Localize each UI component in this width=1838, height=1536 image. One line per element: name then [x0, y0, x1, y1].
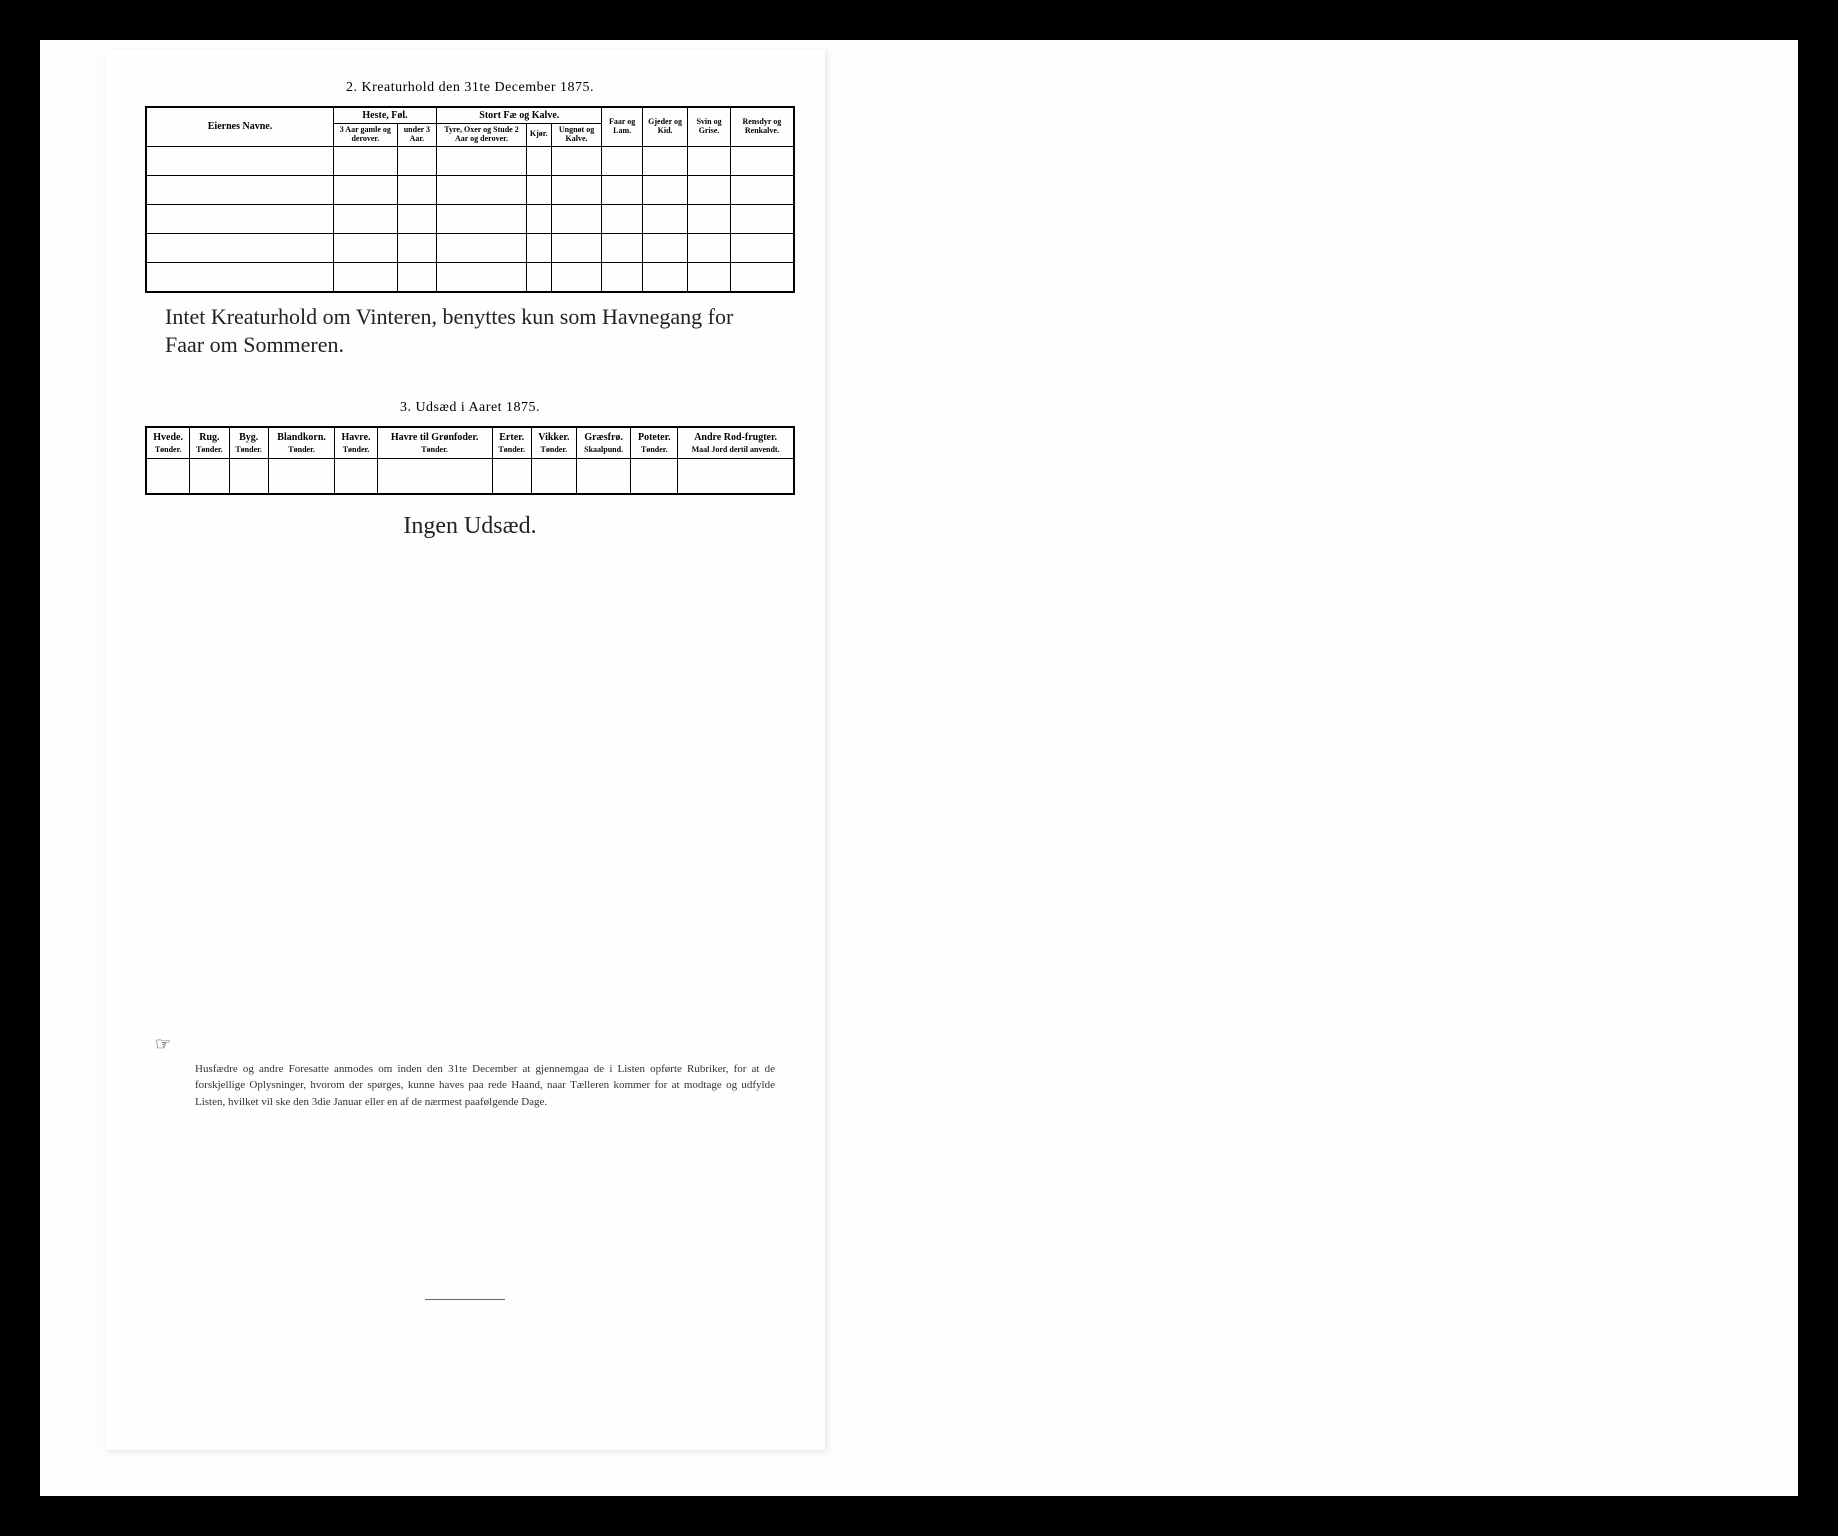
scan-frame: 2. Kreaturhold den 31te December 1875. E…: [40, 40, 1798, 1496]
group-cattle: Stort Fæ og Kalve.: [437, 107, 602, 124]
col-reindeer: Rensdyr og Renkalve.: [730, 107, 794, 146]
section3-title: 3. Udsæd i Aaret 1875.: [145, 400, 795, 416]
col-hvede: Hvede.Tønder.: [146, 427, 190, 459]
col-young: Ungnøt og Kalve.: [551, 124, 602, 147]
section2-title: 2. Kreaturhold den 31te December 1875.: [145, 80, 795, 96]
col-havre: Havre.Tønder.: [335, 427, 377, 459]
col-vikker: Vikker.Tønder.: [531, 427, 576, 459]
sowing-table: Hvede.Tønder. Rug.Tønder. Byg.Tønder. Bl…: [145, 426, 795, 495]
col-horseunder3: under 3 Aar.: [397, 124, 436, 147]
table-row: [146, 458, 794, 494]
col-graesfro: Græsfrø.Skaalpund.: [576, 427, 631, 459]
col-havre-gron: Havre til Grønfoder.Tønder.: [377, 427, 492, 459]
col-poteter: Poteter.Tønder.: [631, 427, 678, 459]
table-row: [146, 233, 794, 262]
col-sheep: Faar og Lam.: [602, 107, 642, 146]
pointing-hand-icon: ☞: [155, 1034, 171, 1055]
col-horse3plus: 3 Aar gamle og derover.: [334, 124, 398, 147]
col-bull: Tyre, Oxer og Stude 2 Aar og derover.: [437, 124, 527, 147]
col-pig: Svin og Grise.: [688, 107, 730, 146]
divider: [425, 1299, 505, 1300]
col-rodfrugter: Andre Rod-frugter.Maal Jord dertil anven…: [678, 427, 794, 459]
document-page: 2. Kreaturhold den 31te December 1875. E…: [105, 50, 825, 1450]
section2-handwritten-note: Intet Kreaturhold om Vinteren, benyttes …: [165, 303, 775, 360]
col-erter: Erter.Tønder.: [492, 427, 531, 459]
table-row: [146, 146, 794, 175]
col-owner: Eiernes Navne.: [146, 107, 334, 146]
col-goat: Gjeder og Kid.: [642, 107, 687, 146]
table-row: [146, 204, 794, 233]
livestock-table: Eiernes Navne. Heste, Føl. Stort Fæ og K…: [145, 106, 795, 293]
table-row: [146, 262, 794, 292]
col-cow: Kjør.: [526, 124, 551, 147]
instruction-footnote: Husfædre og andre Foresatte anmodes om i…: [195, 1061, 775, 1111]
group-horses: Heste, Føl.: [334, 107, 437, 124]
col-byg: Byg.Tønder.: [229, 427, 268, 459]
section3-handwritten-note: Ingen Udsæd.: [145, 513, 795, 540]
col-rug: Rug.Tønder.: [190, 427, 229, 459]
table-row: [146, 175, 794, 204]
col-blandkorn: Blandkorn.Tønder.: [268, 427, 335, 459]
